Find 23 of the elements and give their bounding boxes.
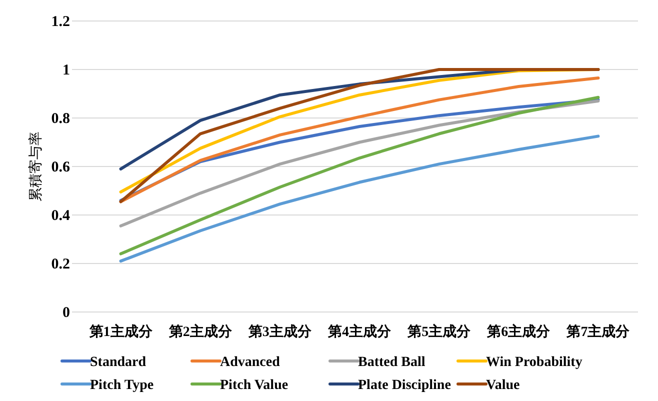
legend-label: Plate Discipline	[358, 378, 451, 393]
x-tick-label: 第7主成分	[566, 323, 631, 340]
legend-label: Advanced	[220, 355, 280, 370]
y-tick-label: 0.6	[51, 160, 70, 176]
legend-label: Value	[486, 378, 520, 393]
legend-label: Standard	[90, 355, 146, 370]
legend-label: Pitch Value	[220, 378, 288, 393]
x-tick-label: 第5主成分	[406, 323, 472, 340]
legend-label: Pitch Type	[90, 378, 154, 393]
y-tick-label: 0	[62, 305, 70, 321]
x-tick-label: 第2主成分	[168, 323, 233, 340]
y-axis-title: 累積寄与率	[28, 132, 44, 202]
legend-label: Win Probability	[486, 355, 582, 370]
x-tick-label: 第6主成分	[486, 323, 552, 340]
legend-label: Batted Ball	[358, 355, 426, 370]
x-tick-label: 第4主成分	[327, 323, 392, 340]
y-tick-label: 0.8	[51, 111, 70, 127]
y-tick-label: 1.2	[51, 14, 70, 30]
y-tick-label: 0.4	[51, 208, 70, 224]
x-tick-label: 第3主成分	[247, 323, 312, 340]
y-tick-label: 0.2	[51, 256, 70, 272]
y-tick-label: 1	[62, 62, 70, 78]
x-tick-label: 第1主成分	[88, 323, 154, 340]
